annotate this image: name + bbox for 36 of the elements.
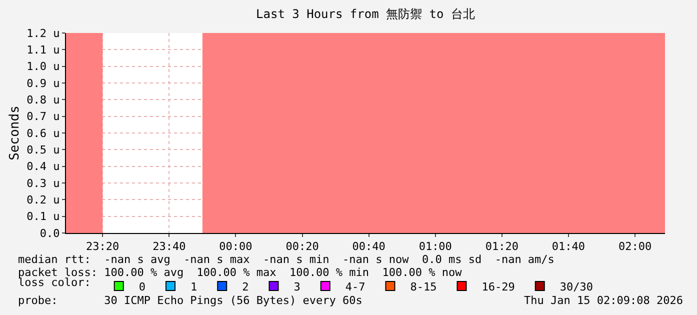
y-tick-label: 0.1 u: [26, 210, 60, 224]
chart-title: Last 3 Hours from 無防禦 to 台北: [256, 7, 475, 22]
y-tick-label: 0.9 u: [26, 76, 60, 90]
x-tick-label: 23:20: [86, 240, 120, 254]
y-tick-label: 1.2 u: [26, 26, 60, 40]
legend-label: 8-15: [410, 280, 437, 294]
x-tick-label: 23:40: [152, 240, 186, 254]
legend-label: 16-29: [482, 280, 515, 294]
text: Thu Jan 15 02:09:08 2026: [524, 294, 683, 307]
y-tick-label: 0.7 u: [26, 110, 60, 124]
y-tick-label: 0.2 u: [26, 194, 60, 207]
text: median rtt: -nan s avg -nan s max -nan s min -nan s now 0.0 ms sd -nan am/s: [18, 253, 554, 266]
x-tick-label: 00:20: [286, 240, 319, 254]
y-tick-label: 0.5 u: [26, 144, 60, 157]
x-tick-label: 01:20: [485, 240, 519, 254]
text: packet loss: 100.00 % avg 100.00 % max 100.00 % min 100.00 % now: [18, 266, 462, 279]
legend-label: 4-7: [345, 280, 366, 294]
y-tick-label: 0.3 u: [26, 176, 60, 190]
legend-label: 2: [242, 280, 249, 294]
y-tick-label: 0.6 u: [26, 126, 60, 140]
legend-label: 0: [138, 280, 146, 294]
y-tick-label: 1.1 u: [26, 44, 60, 57]
x-tick-label: 02:00: [618, 240, 652, 254]
legend-label: 1: [190, 280, 198, 294]
x-tick-label: 01:40: [552, 240, 586, 254]
legend-label: 30/30: [560, 280, 593, 294]
x-tick-label: 01:00: [418, 240, 452, 254]
y-tick-label: 0.8 u: [26, 94, 60, 107]
y-axis-title: Seconds: [8, 106, 23, 160]
y-tick-label: 1.0 u: [26, 60, 60, 74]
y-tick-label: 0.4 u: [26, 160, 60, 174]
y-tick-label: 0.0: [40, 226, 60, 240]
text: probe: 30 ICMP Echo Pings (56 Bytes) every 60s: [18, 294, 362, 307]
x-tick-label: 00:00: [219, 240, 252, 254]
x-tick-label: 00:40: [352, 240, 386, 254]
legend-label: 3: [294, 280, 300, 294]
